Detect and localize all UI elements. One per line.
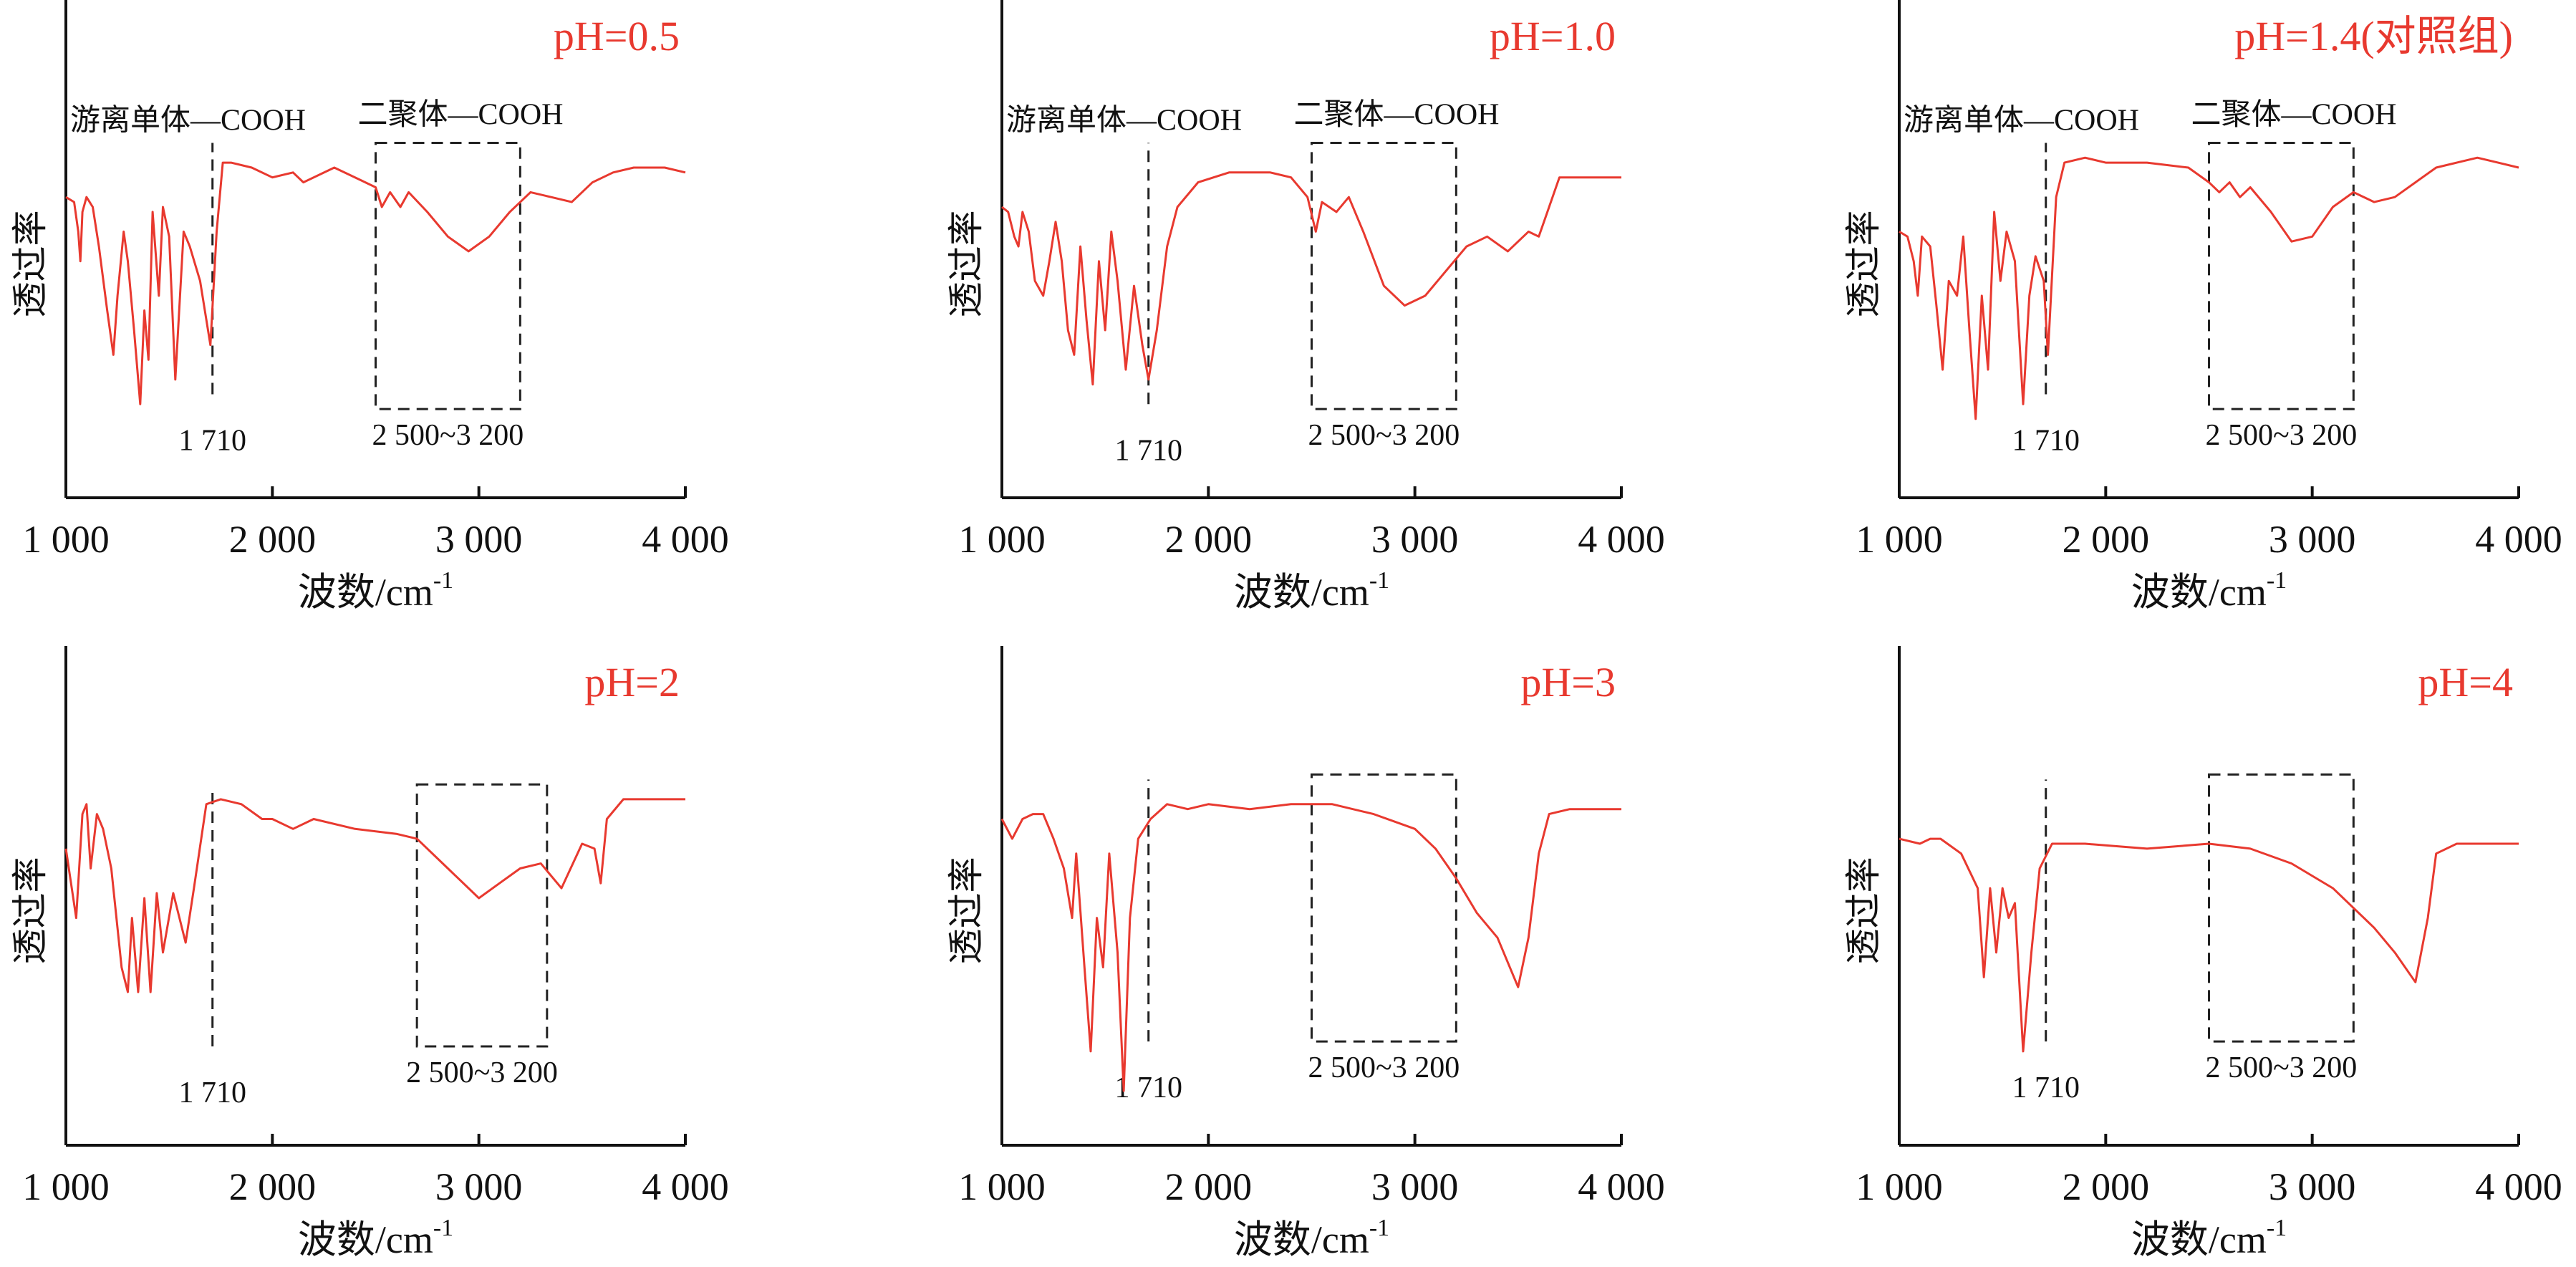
x-axis-label-superscript: -1 — [2267, 1215, 2287, 1241]
x-axis-label: 波数/cm-1 — [2131, 1215, 2287, 1261]
spectrum-line — [1000, 803, 1621, 1092]
x-axis-label-text: 波数/cm — [1234, 571, 1369, 614]
panel-title: pH=0.5 — [554, 13, 680, 59]
spectrum-line — [64, 798, 685, 993]
x-tick-label: 2 000 — [1165, 518, 1253, 561]
panel-title: pH=2 — [584, 659, 680, 705]
x-axis-label-text: 波数/cm — [298, 571, 433, 614]
x-tick-label: 4 000 — [642, 518, 729, 561]
x-tick-label: 2 000 — [229, 518, 317, 561]
x-axis-label: 波数/cm-1 — [2131, 567, 2287, 614]
x-axis-label: 波数/cm-1 — [1234, 567, 1389, 614]
x-tick-label: 4 000 — [2475, 1165, 2562, 1208]
x-tick-label: 4 000 — [1578, 1165, 1665, 1208]
x-tick-label: 3 000 — [2269, 518, 2356, 561]
x-tick-label: 1 000 — [1856, 518, 1943, 561]
x-axis-label-superscript: -1 — [1369, 567, 1389, 594]
x-axis-label-text: 波数/cm — [298, 1218, 433, 1261]
marker-line-label: 1 710 — [178, 1076, 246, 1109]
x-axis-label-superscript: -1 — [433, 1215, 453, 1241]
x-tick-label: 4 000 — [642, 1165, 729, 1208]
panel-title: pH=4 — [2418, 659, 2513, 705]
spectrum-line — [65, 161, 686, 405]
x-tick-label: 3 000 — [1371, 518, 1459, 561]
spectrum-line — [1899, 837, 2519, 1053]
x-tick-label: 1 000 — [22, 518, 110, 561]
panel-title: pH=1.0 — [1490, 13, 1616, 59]
marker-line-label: 1 710 — [2012, 1071, 2080, 1104]
free-cooh-label: 游离单体—COOH — [70, 104, 306, 138]
free-cooh-label: 游离单体—COOH — [1904, 104, 2139, 138]
x-axis-label-superscript: -1 — [433, 567, 453, 594]
dimer-cooh-label: 二聚体—COOH — [358, 99, 564, 132]
x-axis-label: 波数/cm-1 — [1234, 1215, 1389, 1261]
marker-line-label: 1 710 — [2012, 424, 2080, 457]
dimer-region-box — [415, 783, 549, 1048]
box-label: 2 500~3 200 — [2206, 1051, 2358, 1084]
x-tick-label: 2 000 — [2063, 518, 2150, 561]
panel-4: 1 000 2 000 3 000 4 000 波数/cm-1 透过率 1 710 2 500… — [9, 646, 729, 1261]
x-tick-label: 2 000 — [2063, 1165, 2150, 1208]
x-axis-label: 波数/cm-1 — [298, 567, 453, 614]
box-label: 2 500~3 200 — [406, 1056, 558, 1089]
x-tick-label: 4 000 — [1578, 518, 1665, 561]
x-axis-label-superscript: -1 — [2267, 567, 2287, 594]
box-label: 2 500~3 200 — [1308, 1051, 1460, 1084]
box-label: 2 500~3 200 — [372, 419, 524, 452]
free-cooh-label: 游离单体—COOH — [1006, 104, 1242, 138]
panel-2: 1 000 2 000 3 000 4 000 波数/cm-1 透过率 1 710 2 500… — [945, 0, 1665, 614]
x-tick-label: 3 000 — [2269, 1165, 2356, 1208]
x-tick-label: 3 000 — [435, 1165, 523, 1208]
box-label: 2 500~3 200 — [1308, 419, 1460, 452]
dimer-region-box — [1311, 773, 1457, 1043]
panel-5: 1 000 2 000 3 000 4 000 波数/cm-1 透过率 1 710 2 500… — [945, 646, 1665, 1261]
x-tick-label: 4 000 — [2475, 518, 2562, 561]
y-axis-label: 透过率 — [1843, 210, 1884, 317]
x-tick-label: 1 000 — [1856, 1165, 1943, 1208]
dimer-cooh-label: 二聚体—COOH — [2191, 99, 2397, 132]
x-axis-label-text: 波数/cm — [2131, 1218, 2267, 1261]
box-label: 2 500~3 200 — [2206, 419, 2358, 452]
dimer-region-box — [2208, 773, 2355, 1043]
x-tick-label: 2 000 — [1165, 1165, 1253, 1208]
x-axis-label-text: 波数/cm — [1234, 1218, 1369, 1261]
x-axis-label-superscript: -1 — [1369, 1215, 1389, 1241]
x-tick-label: 1 000 — [22, 1165, 110, 1208]
x-tick-label: 1 000 — [958, 518, 1046, 561]
y-axis-label: 透过率 — [1843, 857, 1884, 964]
spectrum-line — [1001, 171, 1621, 386]
marker-line-label: 1 710 — [178, 424, 246, 457]
marker-line-label: 1 710 — [1114, 434, 1182, 467]
panel-title: pH=3 — [1520, 659, 1616, 705]
x-tick-label: 2 000 — [229, 1165, 317, 1208]
dimer-region-box — [1311, 142, 1457, 410]
x-axis-label: 波数/cm-1 — [298, 1215, 453, 1261]
x-tick-label: 1 000 — [958, 1165, 1046, 1208]
panel-title: pH=1.4(对照组) — [2234, 13, 2513, 59]
marker-line-label: 1 710 — [1114, 1071, 1182, 1104]
panel-1: 1 000 2 000 3 000 4 000 波数/cm-1 透过率 1 710 2 500… — [9, 0, 729, 614]
x-axis-label-text: 波数/cm — [2131, 571, 2267, 614]
y-axis-label: 透过率 — [9, 210, 51, 317]
panel-3: 1 000 2 000 3 000 4 000 波数/cm-1 透过率 1 710 2 500… — [1843, 0, 2562, 614]
spectrum-line — [1899, 156, 2519, 420]
panel-6: 1 000 2 000 3 000 4 000 波数/cm-1 透过率 1 710 2 500… — [1843, 646, 2562, 1261]
x-tick-label: 3 000 — [1371, 1165, 1459, 1208]
dimer-cooh-label: 二聚体—COOH — [1294, 99, 1500, 132]
dimer-region-box — [375, 142, 521, 410]
y-axis-label: 透过率 — [9, 857, 51, 964]
x-tick-label: 3 000 — [435, 518, 523, 561]
y-axis-label: 透过率 — [945, 857, 987, 964]
y-axis-label: 透过率 — [945, 210, 987, 317]
